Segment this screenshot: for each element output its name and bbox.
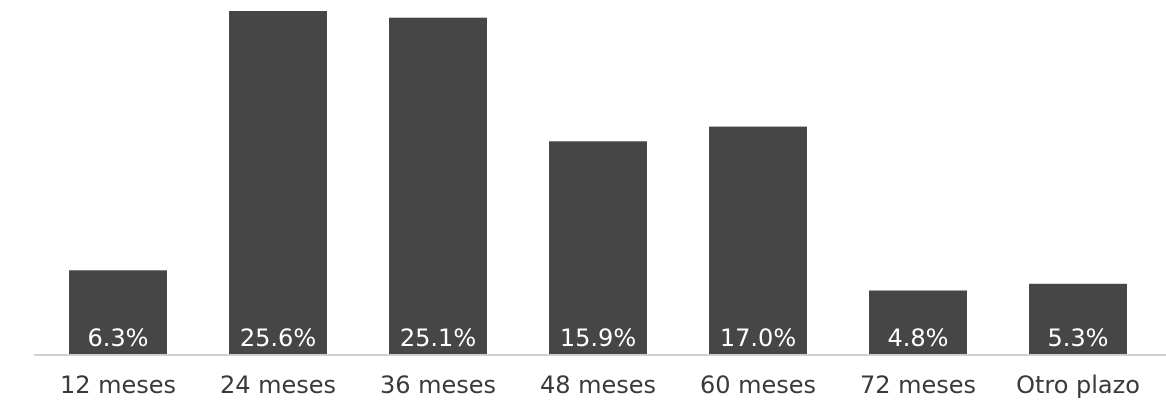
bar-otro-plazo (1029, 283, 1127, 355)
data-label: 25.6% (240, 324, 316, 352)
category-label: 12 meses (60, 371, 176, 399)
category-label: 60 meses (700, 371, 816, 399)
data-label: 6.3% (88, 324, 149, 352)
data-label: 17.0% (720, 324, 796, 352)
data-label: 5.3% (1048, 324, 1109, 352)
bar-48-meses (549, 141, 647, 355)
bar-24-meses (229, 11, 327, 355)
bar-72-meses (869, 290, 967, 355)
category-label: Otro plazo (1016, 371, 1140, 399)
data-label: 4.8% (888, 324, 949, 352)
bar-12-meses (69, 270, 167, 355)
data-label: 15.9% (560, 324, 636, 352)
category-label: 24 meses (220, 371, 336, 399)
category-labels-group: 12 meses 24 meses 36 meses 48 meses 60 meses… (60, 371, 1140, 399)
bar-60-meses (709, 126, 807, 355)
bars-group: 6.3% 25.6% 25.1% 15.9% 17.0% 4.8% 5.3% (69, 11, 1127, 355)
category-label: 36 meses (380, 371, 496, 399)
bar-36-meses (389, 17, 487, 355)
category-label: 72 meses (860, 371, 976, 399)
category-label: 48 meses (540, 371, 656, 399)
data-label: 25.1% (400, 324, 476, 352)
